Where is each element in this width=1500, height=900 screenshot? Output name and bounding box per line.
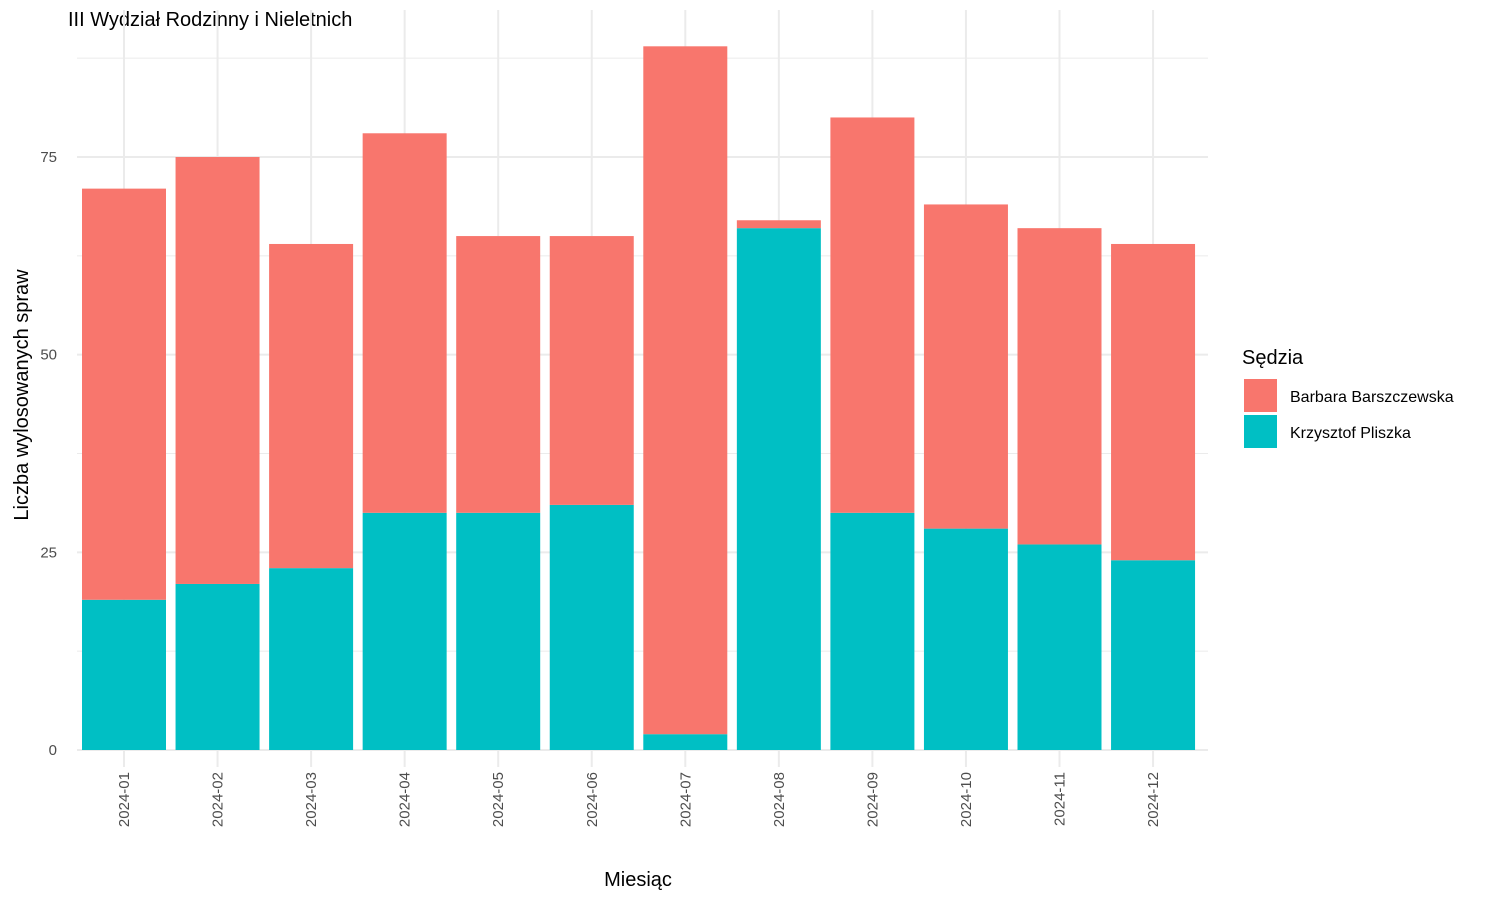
legend-swatch [1244,379,1277,412]
bar-segment [549,504,634,750]
x-tick-label: 2024-06 [584,772,601,827]
y-tick-label: 50 [40,347,57,364]
x-tick-label: 2024-11 [1052,772,1069,826]
x-tick-label: 2024-04 [397,772,414,827]
bar-segment [923,528,1008,750]
x-axis-title: Miesiąc [604,869,672,891]
bar-segment [82,188,166,600]
legend-label: Krzysztof Pliszka [1290,425,1411,442]
y-tick-label: 25 [40,544,57,561]
bars [82,46,1196,750]
bar-segment [175,583,260,750]
y-tick-label: 75 [40,149,57,166]
x-tick-label: 2024-10 [958,772,975,827]
x-axis-ticks: 2024-01 2024-02 2024-03 2024-04 2024-05 2024-… [116,772,1162,827]
legend-label: Barbara Barszczewska [1290,389,1454,406]
bar-segment [736,228,821,750]
x-tick-label: 2024-12 [1145,772,1162,827]
bar-segment [830,117,915,513]
x-tick-label: 2024-09 [864,772,881,827]
bar-segment [1111,243,1196,561]
x-tick-label: 2024-07 [677,772,694,827]
bar-segment [736,220,821,229]
legend-title: Sędzia [1242,347,1304,369]
bar-segment [549,236,634,505]
chart-title: III Wydział Rodzinny i Nieletnich [68,9,352,31]
bar-segment [1017,544,1102,750]
y-axis-title: Liczba wylosowanych spraw [11,269,33,521]
legend-swatch [1244,415,1277,448]
bar-segment [175,157,260,584]
y-tick-label: 0 [49,742,57,759]
bar-segment [362,512,447,750]
bar-segment [269,568,354,750]
bar-segment [643,46,728,735]
bar-segment [830,512,915,750]
x-tick-label: 2024-05 [490,772,507,827]
legend: Sędzia Barbara Barszczewska Krzysztof Pli… [1242,347,1454,448]
bar-segment [1017,228,1102,545]
x-tick-label: 2024-02 [210,772,227,827]
x-tick-label: 2024-01 [116,772,133,827]
bar-segment [923,204,1008,529]
bar-segment [456,512,541,750]
legend-items: Barbara Barszczewska Krzysztof Pliszka [1244,379,1454,448]
x-tick-label: 2024-03 [303,772,320,827]
bar-segment [269,243,354,569]
bar-segment [456,236,541,513]
bar-segment [362,133,447,513]
y-axis-ticks: 0 25 50 75 [40,149,57,759]
x-tick-label: 2024-08 [771,772,788,827]
bar-segment [1111,560,1196,750]
bar-segment [82,599,166,750]
bar-segment [643,734,728,750]
